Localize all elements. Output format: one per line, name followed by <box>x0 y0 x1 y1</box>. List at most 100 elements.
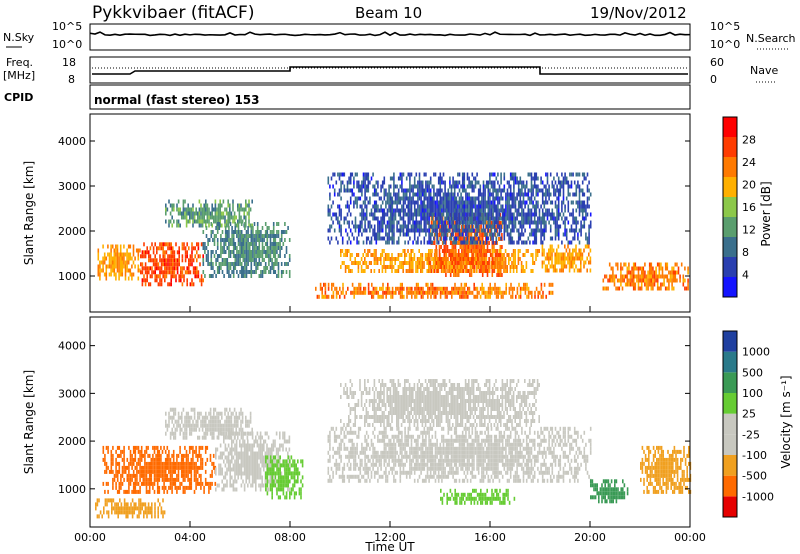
heatmap-cell <box>533 196 536 201</box>
heatmap-cell <box>437 240 440 245</box>
heatmap-cell <box>429 269 432 273</box>
heatmap-cell <box>163 481 165 486</box>
heatmap-cell <box>197 246 200 251</box>
heatmap-cell <box>509 192 512 197</box>
heatmap-cell <box>565 248 568 253</box>
heatmap-cell <box>439 200 442 205</box>
heatmap-cell <box>152 258 155 263</box>
heatmap-cell <box>460 290 463 295</box>
heatmap-cell <box>634 274 637 279</box>
heatmap-cell <box>180 481 183 486</box>
heatmap-cell <box>573 236 576 241</box>
heatmap-cell <box>444 294 447 299</box>
heatmap-cell <box>497 192 499 197</box>
heatmap-cell <box>455 216 458 221</box>
heatmap-cell <box>573 228 576 233</box>
heatmap-cell <box>229 207 231 212</box>
heatmap-cell <box>511 224 514 229</box>
heatmap-cell <box>247 226 249 230</box>
heatmap-cell <box>364 212 366 217</box>
heatmap-cell <box>418 204 421 209</box>
heatmap-cell <box>404 192 406 197</box>
heatmap-cell <box>508 240 510 245</box>
heatmap-cell <box>364 228 366 233</box>
heatmap-cell <box>120 510 123 515</box>
heatmap-cell <box>121 481 124 486</box>
heatmap-cell <box>650 262 653 267</box>
heatmap-cell <box>447 216 450 221</box>
heatmap-cell <box>247 242 249 246</box>
heatmap-cell <box>497 273 500 277</box>
heatmap-cell <box>338 192 341 197</box>
heatmap-cell <box>575 248 577 253</box>
heatmap-cell <box>409 188 411 193</box>
heatmap-cell <box>191 242 193 247</box>
heatmap-cell <box>572 236 574 241</box>
heatmap-cell <box>484 257 486 261</box>
heatmap-cell <box>660 274 662 279</box>
heatmap-cell <box>116 445 119 450</box>
heatmap-cell <box>415 200 418 205</box>
heatmap-cell <box>288 270 291 274</box>
heatmap-cell <box>226 270 229 274</box>
heatmap-cell <box>478 290 480 295</box>
heatmap-cell <box>119 248 122 253</box>
heatmap-cell <box>164 477 167 482</box>
heatmap-cell <box>269 266 272 270</box>
heatmap-cell <box>280 262 283 266</box>
heatmap-cell <box>108 260 111 265</box>
heatmap-cell <box>508 257 510 261</box>
heatmap-cell <box>359 184 362 189</box>
heatmap-cell <box>639 274 641 279</box>
heatmap-cell <box>340 188 342 193</box>
heatmap-cell <box>584 244 587 249</box>
heatmap-cell <box>493 216 496 221</box>
heatmap-cell <box>241 207 244 212</box>
heatmap-cell <box>156 465 159 470</box>
heatmap-cell <box>421 265 424 269</box>
heatmap-cell <box>537 228 539 233</box>
heatmap-cell <box>391 200 394 205</box>
heatmap-cell <box>97 256 100 261</box>
heatmap-cell <box>197 270 200 275</box>
heatmap-cell <box>335 212 338 217</box>
heatmap-cell <box>285 230 288 234</box>
heatmap-cell <box>616 278 619 283</box>
heatmap-cell <box>489 204 491 209</box>
heatmap-cell <box>232 230 235 234</box>
heatmap-cell <box>190 477 193 482</box>
heatmap-cell <box>174 477 177 482</box>
heatmap-cell <box>365 240 368 245</box>
heatmap-cell <box>191 254 193 259</box>
heatmap-cell <box>271 230 273 234</box>
heatmap-cell <box>255 262 257 266</box>
heatmap-cell <box>680 262 683 267</box>
heatmap-cell <box>175 274 177 279</box>
heatmap-cell <box>245 199 247 204</box>
heatmap-cell <box>517 208 520 213</box>
heatmap-cell <box>409 220 411 225</box>
heatmap-cell <box>415 228 418 233</box>
heatmap-cell <box>418 265 420 269</box>
heatmap-cell <box>255 258 257 262</box>
heatmap-cell <box>350 290 352 295</box>
heatmap-cell <box>519 220 522 225</box>
heatmap-cell <box>224 207 226 212</box>
heatmap-cell <box>145 477 148 482</box>
heatmap-cell <box>475 286 477 291</box>
heatmap-cell <box>444 196 446 201</box>
heatmap-cell <box>356 172 358 177</box>
heatmap-cell <box>367 176 370 181</box>
heatmap-cell <box>557 188 560 193</box>
heatmap-cell <box>493 172 496 177</box>
heatmap-cell <box>549 192 552 197</box>
heatmap-cell <box>244 226 246 230</box>
heatmap-cell <box>453 216 456 221</box>
heatmap-cell <box>131 489 133 494</box>
heatmap-cell <box>365 212 368 217</box>
heatmap-cell <box>410 196 413 201</box>
heatmap-cell <box>182 457 185 462</box>
heatmap-cell <box>487 216 490 221</box>
heatmap-cell <box>154 270 156 275</box>
heatmap-cell <box>650 286 653 291</box>
